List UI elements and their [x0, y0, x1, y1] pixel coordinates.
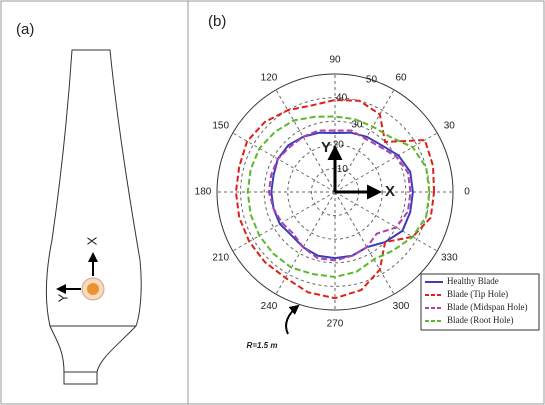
legend-label: Blade (Tip Hole) [447, 289, 508, 299]
radius-arrow [286, 306, 298, 334]
polar-plot: 1020304050030609012015018021024027030033… [195, 55, 539, 350]
figure: (a) X Y (b) 1020304050030609012015018021… [0, 0, 545, 405]
r-tick-label: 40 [336, 92, 348, 103]
angle-tick-label: 210 [212, 253, 229, 264]
angle-tick-label: 30 [444, 121, 456, 132]
angle-tick-label: 60 [395, 72, 407, 83]
radius-note: R=1.5 m [247, 341, 278, 350]
angle-tick-label: 240 [261, 301, 278, 312]
panel-label: (b) [208, 13, 226, 30]
blade-outline [46, 50, 141, 372]
angle-tick-label: 150 [212, 121, 229, 132]
x-label: X [84, 236, 99, 245]
r-tick-label: 50 [366, 74, 378, 85]
angle-tick-label: 120 [261, 72, 278, 83]
panel-label: (a) [16, 21, 34, 38]
hole [87, 283, 99, 295]
angle-tick-label: 270 [327, 319, 344, 330]
grid-spoke [276, 192, 335, 294]
legend-label: Healthy Blade [447, 276, 499, 286]
x-arrow-label: X [385, 183, 395, 200]
legend-label: Blade (Midspan Hole) [447, 302, 527, 312]
angle-tick-label: 0 [464, 187, 470, 198]
angle-tick-label: 180 [195, 187, 212, 198]
legend-label: Blade (Root Hole) [447, 315, 514, 325]
angle-tick-label: 90 [329, 55, 341, 66]
angle-tick-label: 330 [441, 253, 458, 264]
y-arrow-label: Y [321, 139, 331, 156]
y-label: Y [55, 293, 70, 302]
r-tick-label: 10 [337, 164, 349, 175]
angle-tick-label: 300 [393, 301, 410, 312]
blade-root [64, 372, 97, 384]
